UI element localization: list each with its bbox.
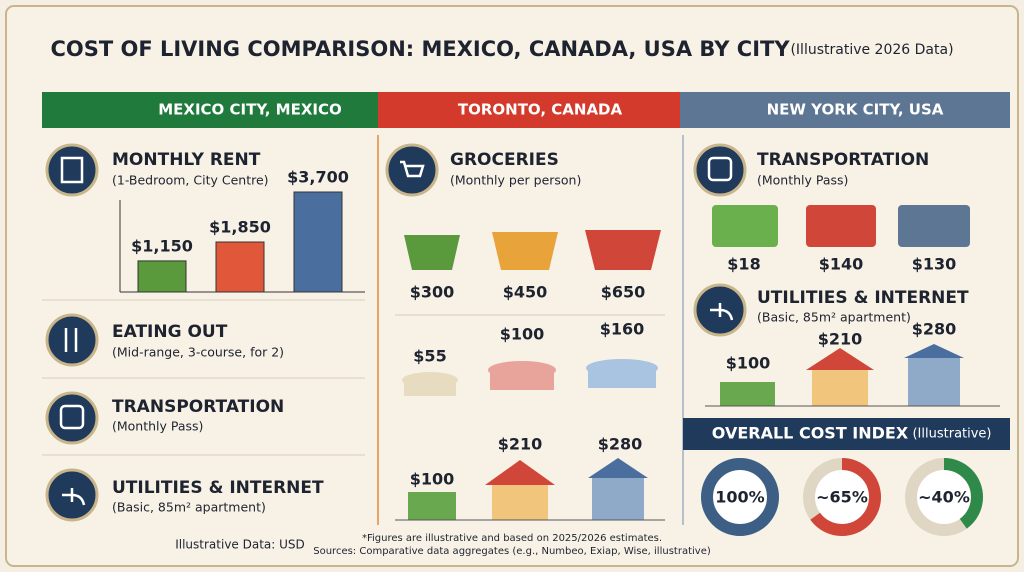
donut-arc [803,458,881,536]
column-header: NEW YORK CITY, USA [767,101,944,119]
section-note: (Basic, 85m² apartment) [112,500,266,515]
transport-icon [707,156,733,182]
utilities-icon [62,488,86,506]
price-label: $100 [726,354,771,373]
price-label: $650 [601,283,646,302]
rent-label: $3,700 [287,168,349,187]
price-label: $160 [600,320,645,339]
price-label: $55 [413,347,446,366]
section-note: (Mid-range, 3-course, for 2) [112,345,284,360]
rent-label: $1,150 [131,236,193,255]
index-note: (Illustrative) [912,427,991,442]
footnote: *Figures are illustrative and based on 2… [362,533,662,544]
index-band [683,418,1010,450]
column-header: MEXICO CITY, MEXICO [158,101,342,119]
rent-icon [60,156,84,184]
donut-label: 100% [715,488,764,507]
houses [720,344,964,406]
section-note: (Monthly per person) [450,173,581,188]
section-note: (Monthly Pass) [757,173,848,188]
price-label: $130 [912,255,957,274]
rent-chart: $1,150 $1,850 $3,700 [131,168,349,293]
price-label: $100 [500,325,545,344]
section-note: (Monthly Pass) [112,419,203,434]
groceries-icon [400,160,425,178]
price-label: $210 [498,435,543,454]
eating-icon [45,313,99,367]
footnote: Sources: Comparative data aggregates (e.… [313,546,711,557]
eating-icon [64,328,78,352]
subtitle: (Illustrative 2026 Data) [790,42,953,58]
rent-label: $1,850 [209,218,271,237]
price-label: $100 [410,470,455,489]
section-title: GROCERIES [450,150,559,170]
price-label: $280 [598,435,643,454]
price-label: $140 [819,255,864,274]
baskets [404,230,661,270]
transport-icon [693,143,747,197]
rent-bar [293,191,343,293]
band-mexico [42,92,378,128]
price-label: $450 [503,283,548,302]
donut-label: ~65% [816,488,868,507]
section-title: TRANSPORTATION [112,397,284,417]
column-header: TORONTO, CANADA [458,101,623,119]
donut-arc [905,458,983,536]
houses [408,458,648,520]
price-label: $210 [818,330,863,349]
section-title: UTILITIES & INTERNET [112,478,324,498]
band-usa [680,92,1010,128]
band-canada [378,92,680,128]
tables [402,359,658,396]
price-label: $300 [410,283,455,302]
section-title: TRANSPORTATION [757,150,929,170]
utilities-icon [710,303,734,321]
transport-icon [59,404,85,430]
footer-left: Illustrative Data: USD [175,538,305,552]
index-donuts: 100% ~65% ~40% [701,458,983,536]
title: COST OF LIVING COMPARISON: MEXICO, CANAD… [50,37,790,61]
donut-label: ~40% [918,488,970,507]
price-label: $18 [727,255,760,274]
rent-bar [137,260,187,293]
transport-icon [45,391,99,445]
section-note: (Basic, 85m² apartment) [757,310,911,325]
section-title: UTILITIES & INTERNET [757,288,969,308]
section-note: (1-Bedroom, City Centre) [112,173,269,188]
rent-icon [45,143,99,197]
rent-bar [215,241,265,293]
section-title: MONTHLY RENT [112,150,261,170]
donut-arc [701,458,779,536]
groceries-icon [385,143,439,197]
price-label: $280 [912,320,957,339]
cards [712,205,970,247]
section-title: EATING OUT [112,322,228,342]
index-title: OVERALL COST INDEX [712,424,909,443]
